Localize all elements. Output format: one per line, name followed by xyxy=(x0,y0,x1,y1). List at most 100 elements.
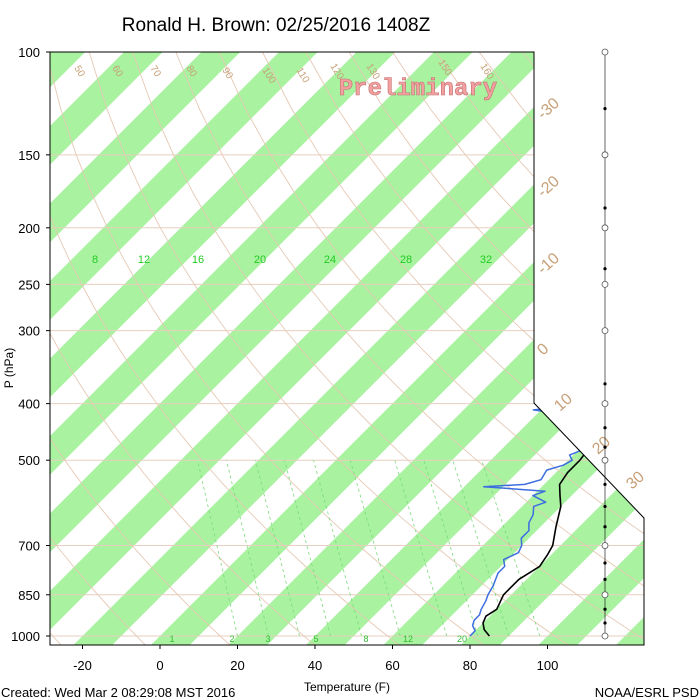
x-tick-label: 80 xyxy=(463,658,477,673)
wind-dot xyxy=(603,106,607,111)
wind-dot xyxy=(603,482,607,486)
mixing-ratio-line xyxy=(313,460,362,637)
y-tick-label: 250 xyxy=(18,277,40,292)
dry-adiabat-line xyxy=(218,52,644,645)
x-axis-label: Temperature (F) xyxy=(304,680,390,694)
wind-calm-circle xyxy=(601,280,609,288)
mixing-ratio-line xyxy=(423,460,479,637)
wind-dot xyxy=(603,504,607,509)
isotherm-label: 10 xyxy=(551,390,576,415)
wind-calm-circle xyxy=(601,151,609,159)
y-tick-label: 700 xyxy=(18,539,40,554)
wind-dot xyxy=(603,206,607,210)
y-tick-label: 300 xyxy=(18,324,40,339)
mixing-ratio-bottom-label: 3 xyxy=(265,634,270,644)
y-tick-label: 500 xyxy=(18,453,40,468)
dry-adiabat-line xyxy=(50,52,319,645)
isotherm-band xyxy=(231,52,644,645)
mixing-ratio-label: 12 xyxy=(138,254,150,266)
isotherm-band xyxy=(308,52,644,645)
wind-calm-circle xyxy=(601,224,609,232)
wind-dot xyxy=(603,577,607,582)
mixing-ratio-label: 32 xyxy=(480,254,492,266)
wind-dot xyxy=(603,445,607,449)
mixing-ratio-line xyxy=(394,460,448,637)
isotherm-band xyxy=(50,52,625,645)
mixing-ratio-bottom-label: 20 xyxy=(457,634,467,644)
isotherm-label: -30 xyxy=(534,95,563,123)
isotherm-band xyxy=(696,0,700,700)
mixing-ratio-line xyxy=(481,460,541,637)
credit-label: NOAA/ESRL PSD xyxy=(595,685,699,700)
y-tick-label: 850 xyxy=(18,588,40,603)
mixing-ratio-labels: 8 12 16 20 24 28 321 2 3 5 8 12 20 xyxy=(92,254,492,644)
x-tick-label: 20 xyxy=(230,658,244,673)
y-tick-label: 200 xyxy=(18,221,40,236)
wind-calm-circle xyxy=(601,591,609,599)
dry-adiabat-line xyxy=(50,52,404,645)
isotherm-band xyxy=(50,52,393,645)
isotherm-label: 0 xyxy=(534,340,552,359)
wind-dot xyxy=(603,426,607,430)
mixing-ratio-line xyxy=(226,460,269,637)
x-tick-label: -20 xyxy=(73,658,92,673)
mixing-ratio-line xyxy=(284,460,331,637)
y-tick-label: 150 xyxy=(18,148,40,163)
dry-adiabat-line xyxy=(88,52,574,645)
mixing-ratio-label: 28 xyxy=(400,254,412,266)
wind-dot xyxy=(603,267,607,271)
dry-adiabat-line xyxy=(305,52,644,645)
mixing-ratio-label: 8 xyxy=(92,254,98,266)
dry-adiabat-line xyxy=(50,52,150,645)
watermark-preliminary: Preliminary xyxy=(339,76,497,103)
wind-calm-circle xyxy=(601,456,609,464)
mixing-ratio-line xyxy=(452,460,510,637)
wind-dot xyxy=(603,561,607,565)
mixing-ratio-bottom-label: 8 xyxy=(363,634,368,644)
wind-barb-column xyxy=(601,48,609,640)
x-axis-ticks: -20 0 20 40 60 80 100 xyxy=(73,645,558,673)
wind-dot xyxy=(603,382,607,386)
isotherm-band xyxy=(50,52,548,645)
wind-calm-circle xyxy=(601,48,609,56)
y-axis-ticks: 100 150 200 250 300 400 500 700 850 1000 xyxy=(11,45,50,644)
mixing-ratio-bottom-label: 2 xyxy=(229,634,234,644)
wind-dot xyxy=(603,525,607,529)
dry-adiabat-line xyxy=(50,52,235,645)
mixing-ratio-bottom-label: 12 xyxy=(403,634,413,644)
dry-adiabat-line xyxy=(50,52,489,645)
isotherm-band xyxy=(386,52,644,645)
dry-adiabat-line xyxy=(132,52,644,645)
isotherm-label: -10 xyxy=(534,250,563,278)
wind-calm-circle xyxy=(601,542,609,549)
mixing-ratio-line xyxy=(197,460,238,637)
dry-adiabat-line xyxy=(175,52,644,645)
mixing-ratio-line xyxy=(255,460,300,637)
mixing-ratio-bottom-label: 1 xyxy=(169,634,174,644)
dry-adiabat-line xyxy=(262,52,644,645)
wind-calm-circle xyxy=(601,327,609,335)
chart-title: Ronald H. Brown: 02/25/2016 1408Z xyxy=(122,15,431,36)
x-tick-label: 100 xyxy=(537,658,559,673)
x-tick-label: 60 xyxy=(385,658,399,673)
mixing-ratio-label: 24 xyxy=(324,254,336,266)
created-timestamp: Created: Wed Mar 2 08:29:08 MST 2016 xyxy=(1,685,235,700)
y-tick-label: 400 xyxy=(18,397,40,412)
plot-frame xyxy=(49,51,645,646)
mixing-ratio-lines xyxy=(197,460,541,637)
isotherm-band xyxy=(50,52,470,645)
y-tick-label: 1000 xyxy=(11,629,40,644)
y-axis-label: P (hPa) xyxy=(2,348,16,388)
mixing-ratio-label: 16 xyxy=(192,254,204,266)
y-tick-label: 100 xyxy=(18,45,40,60)
wind-dot xyxy=(603,607,607,611)
isotherm-band xyxy=(50,52,315,645)
isotherm-label: 20 xyxy=(589,433,614,458)
x-tick-label: 40 xyxy=(308,658,322,673)
wind-dot xyxy=(603,621,607,625)
